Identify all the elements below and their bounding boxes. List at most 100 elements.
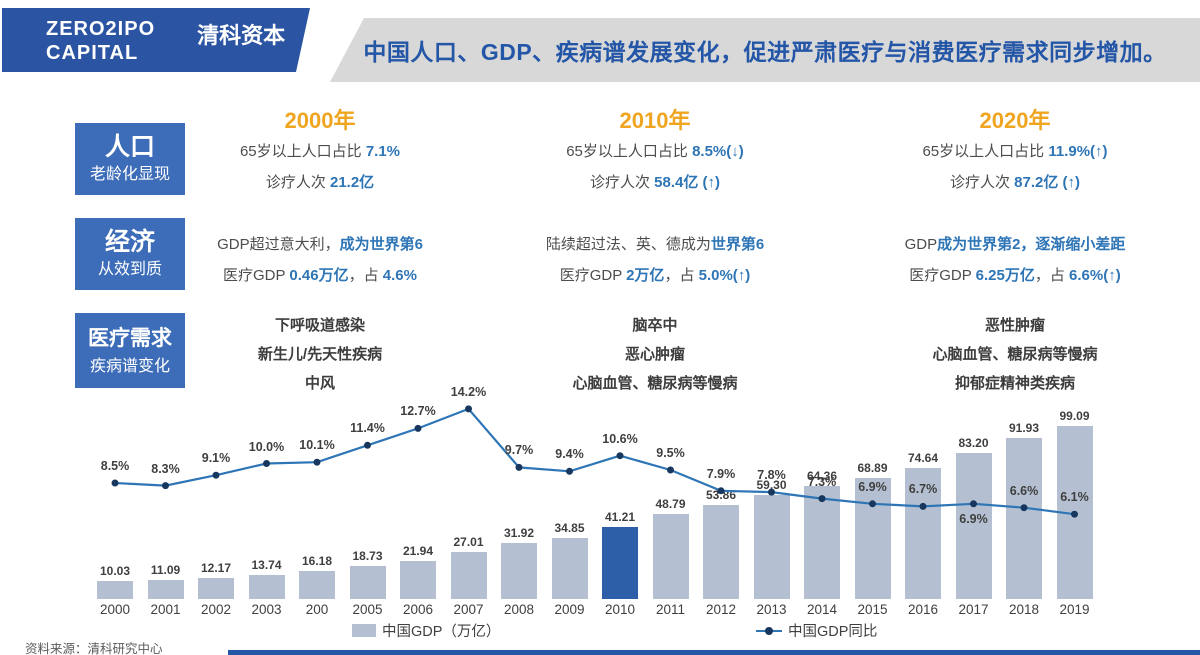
legend-item-gdp: 中国GDP（万亿） bbox=[352, 620, 500, 641]
gdp-bar-value-label: 21.94 bbox=[402, 543, 434, 558]
cell-text-line: 恶性肿瘤 bbox=[984, 317, 1045, 334]
gdp-bar bbox=[147, 579, 184, 599]
gdp-bar bbox=[97, 581, 133, 599]
gdp-bar-highlighted bbox=[602, 526, 638, 599]
gdp-growth-point-label: 9.7% bbox=[504, 443, 534, 458]
column-header-2010: 2010年 bbox=[619, 108, 691, 133]
gdp-growth-point-label: 6.1% bbox=[1060, 490, 1089, 505]
cell-population-2010: 65岁以上人口占比 8.5%(↓) 诊疗人次 58.4亿 (↑) bbox=[505, 136, 805, 198]
x-axis-year-label: 2011 bbox=[655, 602, 686, 617]
cell-text-line: 诊疗人次 58.4亿 (↑) bbox=[589, 174, 721, 191]
x-axis-year-label: 2001 bbox=[150, 602, 181, 617]
cell-disease-2020: 恶性肿瘤心脑血管、糖尿病等慢病 抑郁症精神类疾病 bbox=[862, 311, 1168, 398]
gdp-bar-value-label: 11.09 bbox=[150, 562, 181, 577]
cell-text-line: 65岁以上人口占比 11.9%(↑) bbox=[922, 143, 1108, 160]
gdp-bar-value-label: 83.20 bbox=[958, 436, 989, 451]
gdp-bar-value-label: 34.85 bbox=[554, 521, 585, 535]
legend-yoy-label: 中国GDP同比 bbox=[788, 624, 878, 640]
row-label-economy-sub: 从效到质 bbox=[97, 261, 162, 278]
gdp-growth-point-label: 12.7% bbox=[400, 404, 436, 419]
gdp-growth-point-label: 9.4% bbox=[555, 447, 584, 462]
gdp-bar bbox=[551, 538, 588, 599]
x-axis-year-label: 2014 bbox=[806, 602, 838, 617]
row-label-medical-demand-title: 医疗需求 bbox=[88, 326, 172, 350]
gdp-growth-point-label: 10.6% bbox=[602, 431, 638, 446]
cell-text-line: GDP超过意大利，成为世界第6 bbox=[217, 236, 423, 253]
legend-item-yoy: 中国GDP同比 bbox=[756, 620, 877, 641]
logo-text-en: ZERO2IPO CAPITAL bbox=[46, 17, 155, 65]
slide-title: 中国人口、GDP、疾病谱发展变化，促进严肃医疗与消费医疗需求同步增加。 bbox=[363, 39, 1167, 65]
gdp-bar-value-label: 10.03 bbox=[99, 564, 131, 579]
cell-text-line: 诊疗人次 87.2亿 (↑) bbox=[949, 174, 1081, 191]
gdp-bar bbox=[1006, 438, 1042, 599]
company-logo: ZERO2IPO CAPITAL 清科资本 bbox=[2, 8, 310, 72]
logo-line1: ZERO2IPO bbox=[46, 18, 156, 40]
column-header-2020: 2020年 bbox=[979, 108, 1051, 133]
gdp-bar bbox=[905, 468, 941, 599]
logo-text-cn: 清科资本 bbox=[197, 23, 286, 48]
gdp-growth-point-label: 6.9% bbox=[858, 479, 887, 494]
x-axis-year-label: 2008 bbox=[503, 602, 535, 617]
gdp-bar-value-label: 64.36 bbox=[806, 469, 838, 484]
gdp-bar-value-label: 74.64 bbox=[907, 451, 939, 466]
gdp-growth-point-label: 9.1% bbox=[201, 451, 231, 466]
x-axis-year-label: 2003 bbox=[251, 602, 282, 617]
cell-text-line: GDP成为世界第2，逐渐缩小差距 bbox=[904, 236, 1126, 253]
cell-text-line: 抑郁症精神类疾病 bbox=[954, 375, 1075, 392]
x-axis-year-label: 2018 bbox=[1008, 602, 1040, 617]
cell-text-line: 诊疗人次 21.2亿 bbox=[265, 174, 375, 191]
cell-text-line: 医疗GDP 0.46万亿，占 4.6% bbox=[223, 267, 417, 284]
gdp-bar bbox=[299, 570, 335, 599]
yoy-line-marker-icon bbox=[756, 626, 782, 635]
cell-text-line: 中风 bbox=[304, 375, 335, 392]
gdp-growth-point-label: 9.5% bbox=[656, 446, 685, 460]
x-axis-year-label: 2017 bbox=[958, 602, 989, 617]
cell-disease-2000: 下呼吸道感染新生儿/先天性疾病 中风 bbox=[170, 311, 470, 398]
gdp-bar-value-label: 41.21 bbox=[604, 509, 636, 524]
row-label-economy-title: 经济 bbox=[104, 228, 155, 256]
x-axis-year-label: 2016 bbox=[907, 602, 939, 617]
cell-text-line: 下呼吸道感染 bbox=[274, 317, 365, 334]
gdp-growth-point-label: 10.1% bbox=[299, 438, 335, 453]
row-label-population: 人口 老龄化显现 bbox=[75, 123, 185, 195]
gdp-bar bbox=[804, 486, 840, 599]
x-axis-year-label: 2000 bbox=[99, 602, 131, 617]
row-label-population-sub: 老龄化显现 bbox=[89, 166, 170, 183]
gdp-bar bbox=[703, 504, 739, 599]
cell-text-line: 新生儿/先天性疾病 bbox=[257, 346, 383, 363]
cell-text-line: 医疗GDP 2万亿，占 5.0%(↑) bbox=[559, 267, 751, 284]
cell-text-line: 恶心肿瘤 bbox=[624, 346, 685, 363]
gdp-growth-point-label: 6.6% bbox=[1009, 483, 1039, 498]
row-label-economy: 经济 从效到质 bbox=[75, 218, 185, 290]
gdp-bar bbox=[955, 453, 992, 599]
gdp-bar bbox=[450, 551, 487, 599]
gdp-growth-point-label: 10.0% bbox=[248, 439, 285, 454]
cell-text-line: 心脑血管、糖尿病等慢病 bbox=[932, 346, 1098, 363]
gdp-bar-value-label: 48.79 bbox=[655, 496, 686, 511]
gdp-growth-line bbox=[111, 405, 1078, 518]
row-label-population-title: 人口 bbox=[104, 133, 155, 161]
row-label-medical-demand: 医疗需求 疾病谱变化 bbox=[75, 313, 185, 388]
gdp-bar-value-label: 18.73 bbox=[352, 549, 383, 564]
gdp-bar-value-label: 59.30 bbox=[756, 478, 787, 493]
gdp-growth-point-label: 6.7% bbox=[908, 482, 938, 497]
data-source-note: 资料来源：清科研究中心 bbox=[25, 642, 163, 655]
x-axis-year-label: 200 bbox=[305, 602, 329, 617]
gdp-growth-point-label: 6.9% bbox=[959, 511, 988, 526]
chart-legend: 中国GDP（万亿） 中国GDP同比 bbox=[0, 620, 1200, 640]
cell-text-line: 65岁以上人口占比 8.5%(↓) bbox=[566, 143, 744, 160]
logo-line2: CAPITAL bbox=[46, 42, 139, 64]
cell-economy-2020: GDP成为世界第2，逐渐缩小差距 医疗GDP 6.25万亿，占 6.6%(↑) bbox=[862, 229, 1168, 291]
cell-economy-2000: GDP超过意大利，成为世界第6 医疗GDP 0.46万亿，占 4.6% bbox=[170, 229, 470, 291]
cell-text-line: 脑卒中 bbox=[632, 317, 678, 334]
gdp-growth-point-label: 11.4% bbox=[350, 421, 385, 436]
bottom-accent-strip bbox=[228, 650, 1200, 655]
gdp-bar bbox=[501, 543, 537, 599]
gdp-bar-value-label: 91.93 bbox=[1008, 421, 1040, 436]
gdp-bar-swatch-icon bbox=[352, 624, 376, 637]
gdp-bar bbox=[400, 560, 436, 599]
gdp-bar bbox=[652, 513, 689, 599]
gdp-growth-point-label: 8.5% bbox=[100, 459, 130, 473]
gdp-bar bbox=[198, 577, 234, 599]
